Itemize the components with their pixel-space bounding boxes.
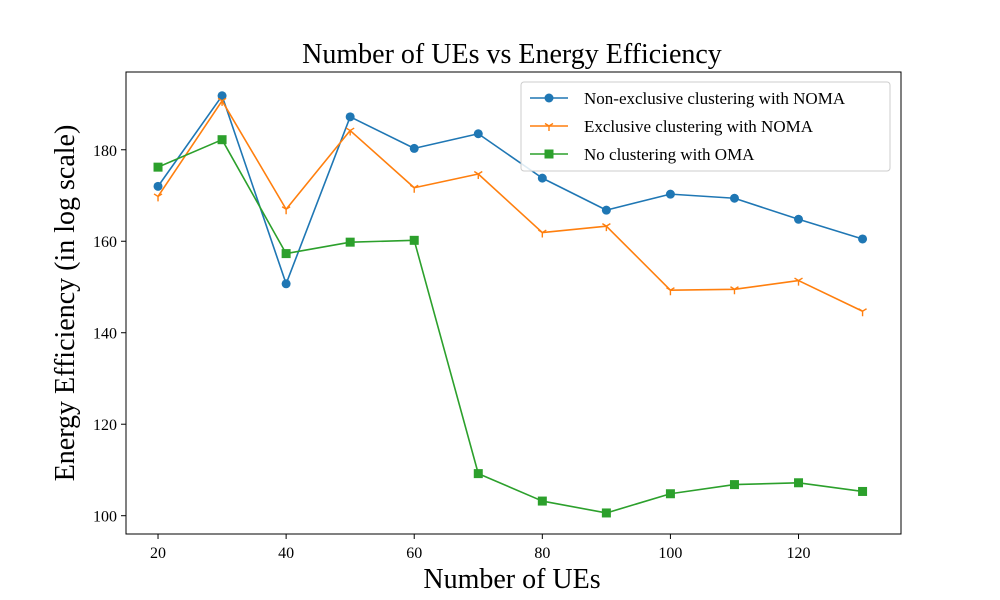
data-point: [794, 478, 804, 488]
data-point: [666, 287, 675, 296]
legend-marker: [544, 149, 554, 159]
data-point: [281, 279, 291, 289]
data-point: [665, 189, 675, 199]
data-point: [601, 508, 611, 518]
series-line: [157, 138, 863, 514]
legend-label: Non-exclusive clustering with NOMA: [584, 89, 846, 108]
data-point: [729, 480, 739, 490]
data-point: [281, 249, 291, 259]
data-point: [153, 193, 163, 202]
data-point: [473, 129, 483, 139]
data-point: [537, 173, 547, 183]
data-point: [345, 112, 355, 122]
data-point: [473, 170, 483, 180]
y-tick-label: 120: [93, 417, 117, 434]
data-point: [537, 496, 547, 506]
legend-label: No clustering with OMA: [584, 145, 755, 164]
plot-frame: [125, 71, 902, 535]
legend-marker: [544, 93, 554, 103]
y-tick-label: 180: [93, 143, 117, 160]
data-point: [665, 489, 675, 499]
data-point: [217, 91, 227, 101]
y-tick-label: 140: [93, 326, 117, 343]
data-point: [217, 97, 227, 106]
plot-area: 20 40 60 80 100 120 100 120 140 160 180: [93, 71, 902, 562]
legend-item: No clustering with OMA: [530, 145, 755, 164]
data-point: [794, 214, 804, 224]
data-point: [473, 469, 483, 479]
series-2: [153, 97, 867, 317]
x-tick-label: 100: [658, 545, 682, 562]
chart-title: Number of UEs vs Energy Efficiency: [302, 39, 722, 70]
data-point: [409, 235, 419, 245]
data-point: [345, 237, 355, 247]
x-axis: 20 40 60 80 100 120: [150, 534, 811, 562]
x-tick-label: 20: [150, 545, 166, 562]
series-1: [153, 91, 868, 289]
y-axis-label: Energy Efficiency (in log scale): [50, 125, 81, 482]
data-point: [345, 127, 355, 136]
data-point: [602, 223, 611, 232]
data-point: [217, 135, 227, 145]
legend-label: Exclusive clustering with NOMA: [584, 117, 814, 136]
data-point: [858, 234, 868, 244]
data-point: [601, 205, 611, 215]
y-tick-label: 100: [93, 509, 117, 526]
series-3: [153, 135, 868, 518]
x-tick-label: 120: [787, 545, 811, 562]
series-layer: [153, 91, 868, 518]
data-point: [153, 181, 163, 191]
data-point: [858, 308, 867, 317]
legend-item: Exclusive clustering with NOMA: [530, 117, 814, 136]
data-point: [409, 184, 419, 193]
series-line: [157, 100, 863, 312]
data-point: [537, 229, 547, 238]
data-point: [729, 193, 739, 203]
data-point: [281, 206, 291, 215]
legend: Non-exclusive clustering with NOMA Exclus…: [520, 81, 891, 172]
x-tick-label: 80: [534, 545, 550, 562]
data-point: [153, 162, 163, 172]
legend-item: Non-exclusive clustering with NOMA: [530, 89, 846, 108]
y-tick-label: 160: [93, 234, 117, 251]
data-point: [794, 277, 803, 286]
x-tick-label: 40: [278, 545, 294, 562]
y-axis: 100 120 140 160 180: [93, 143, 126, 526]
data-point: [858, 486, 868, 496]
series-line: [157, 94, 863, 285]
data-point: [409, 143, 419, 153]
legend-box: [520, 81, 891, 172]
x-axis-label: Number of UEs: [423, 564, 600, 595]
data-point: [730, 286, 739, 295]
legend-marker: [544, 122, 554, 131]
x-tick-label: 60: [406, 545, 422, 562]
